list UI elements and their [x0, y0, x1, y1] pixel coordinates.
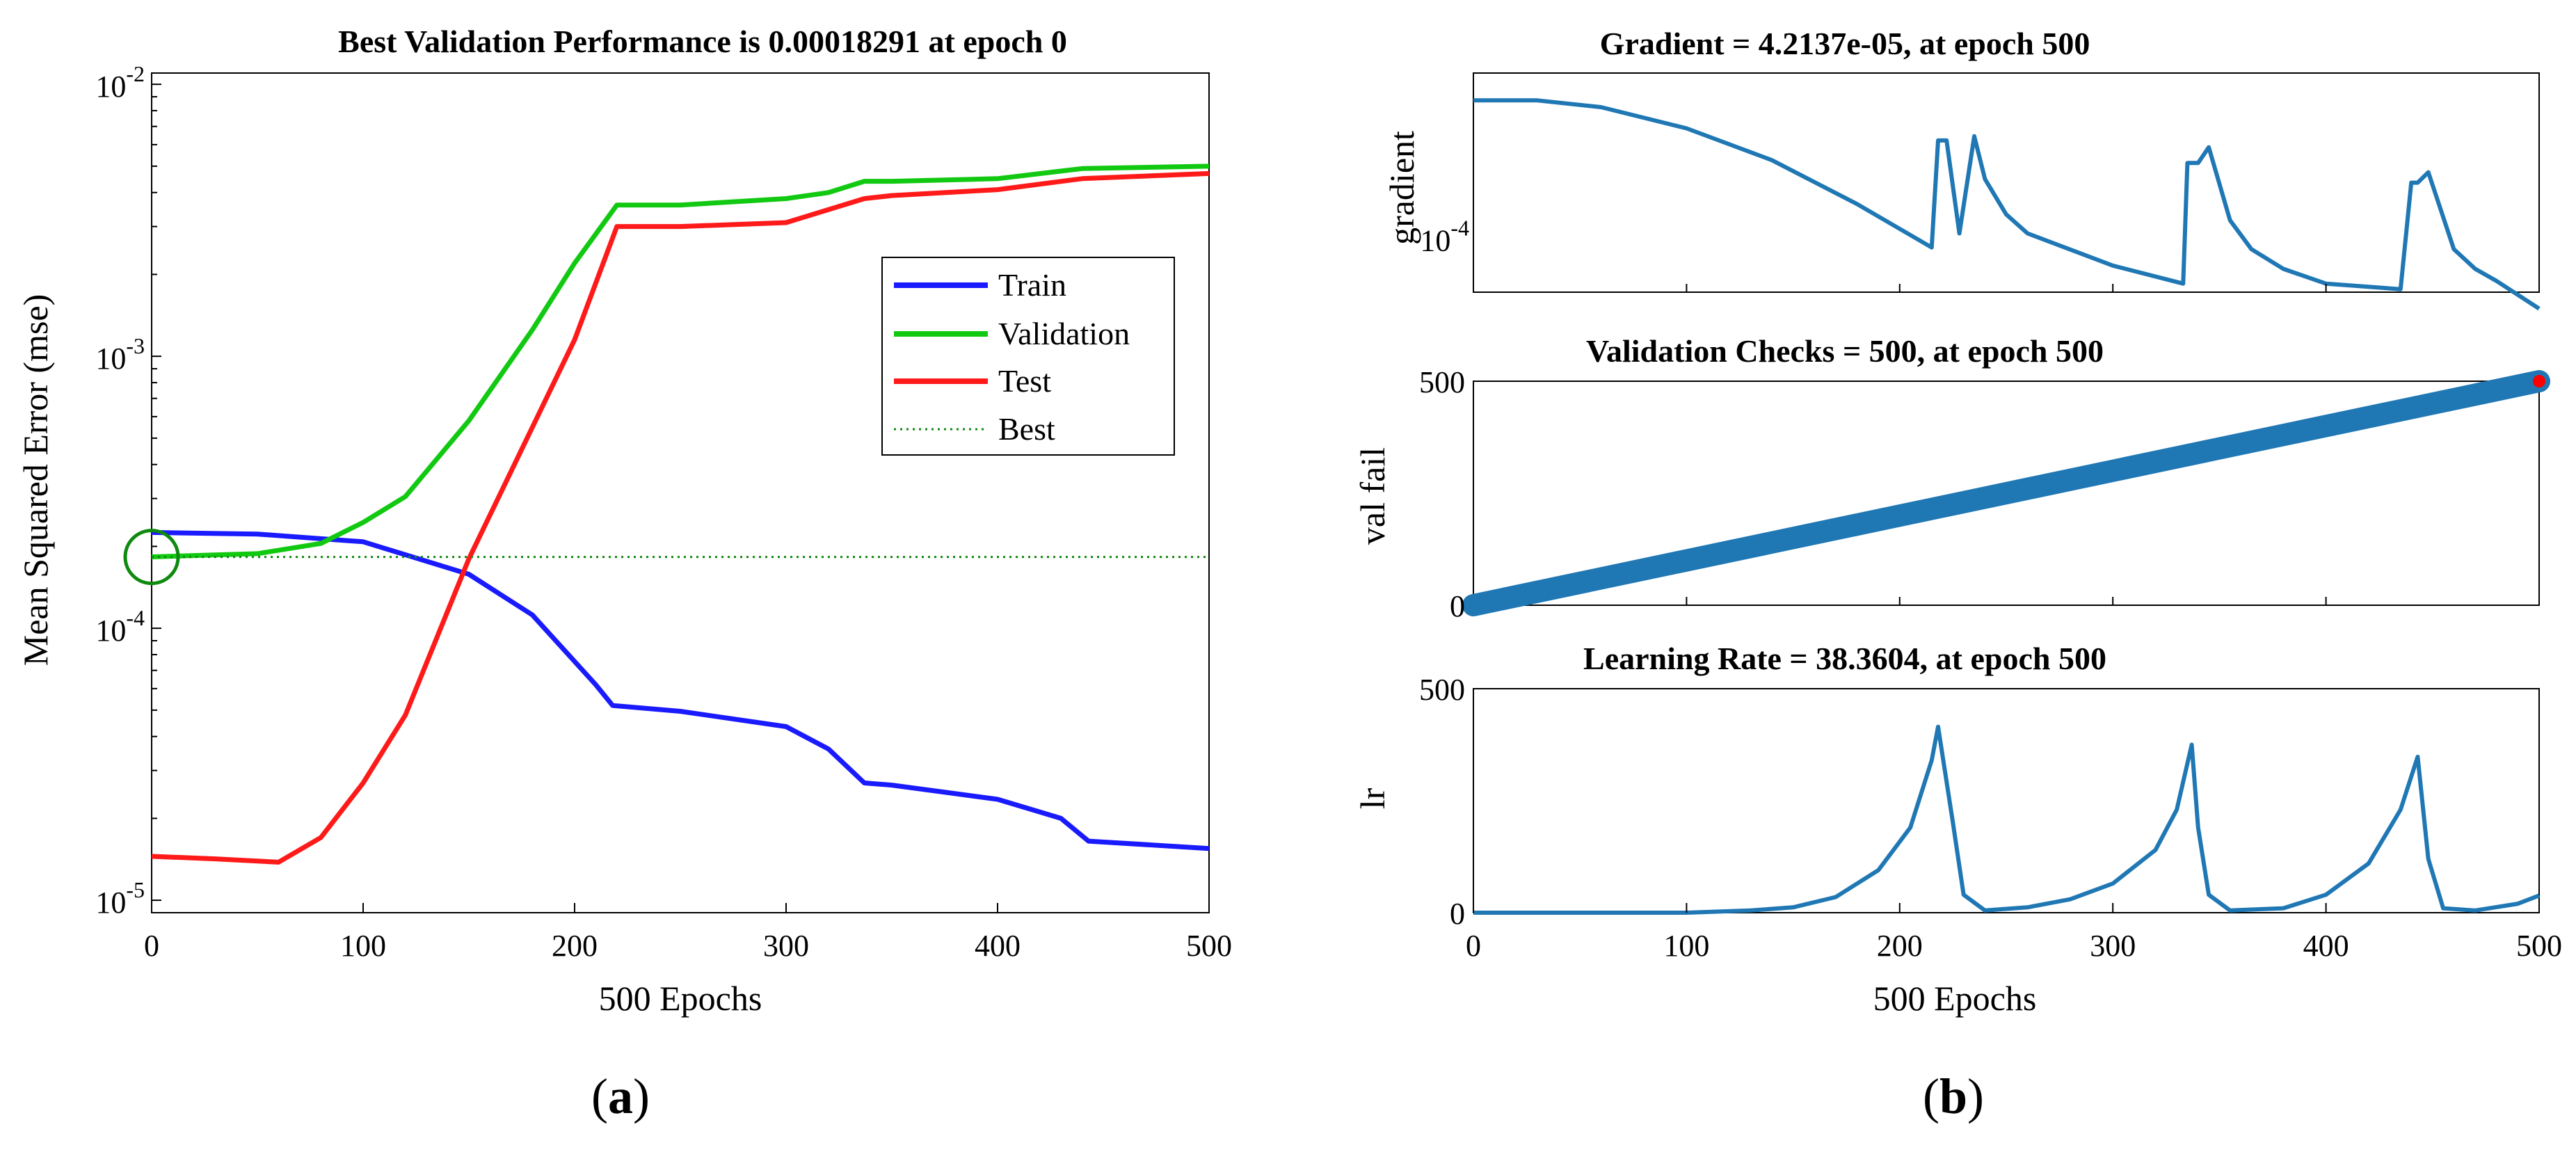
legend-label-validation: Validation: [998, 316, 1130, 351]
subfigure-label-a: (a): [591, 1069, 650, 1124]
y-tick-label-a-exp: -3: [126, 333, 145, 358]
series-line-gradient: [1473, 98, 2541, 311]
y-tick-label-a: 10-2: [95, 61, 145, 104]
y-tick-label-gradient: 10-4: [1420, 215, 1469, 257]
x-tick-label-a: 500: [1186, 929, 1232, 963]
x-tick-label-a: 0: [144, 929, 159, 963]
y-ticks-gradient: 10-4: [1420, 215, 1469, 257]
y-tick-label-a-base: 10: [95, 886, 126, 920]
y-tick-label-gradient-exp: -4: [1450, 215, 1469, 240]
y-tick-label-a: 10-5: [95, 877, 145, 920]
chart-title-gradient: Gradient = 4.2137e-05, at epoch 500: [1600, 26, 2090, 61]
plot-area-learning-rate: [1473, 688, 2541, 915]
x-tick-label-lr: 200: [1877, 929, 1923, 963]
x-tick-label-a: 200: [552, 929, 598, 963]
axes-frame-validation-checks: [1473, 381, 2540, 606]
axes-frame-gradient: [1473, 72, 2540, 293]
y-tick-label-a-base: 10: [95, 70, 126, 104]
x-tick-label-lr: 100: [1663, 929, 1709, 963]
x-tick-label-lr: 500: [2516, 929, 2562, 963]
x-tick-label-a: 300: [763, 929, 809, 963]
y-tick-label-a-exp: -5: [126, 877, 145, 902]
y-tick-label-a: 10-3: [95, 333, 145, 376]
x-tick-label-lr: 300: [2090, 929, 2136, 963]
x-axis-label-b: 500 Epochs: [1873, 979, 2037, 1018]
series-val-fail-markers: [1462, 370, 2550, 616]
chart-title-a: Best Validation Performance is 0.0001829…: [338, 24, 1067, 59]
x-ticks-learning-rate: 0 100 200 300 400 500: [1466, 903, 2562, 963]
y-tick-label-a-exp: -2: [126, 61, 145, 86]
y-tick-label-a: 10-4: [95, 605, 145, 648]
axes-frame-learning-rate: [1473, 688, 2540, 913]
legend-label-test: Test: [998, 363, 1051, 399]
y-tick-label-a-base: 10: [95, 614, 126, 648]
series-line-train: [151, 529, 1210, 851]
x-tick-label-a: 400: [975, 929, 1021, 963]
subfigure-label-b: (b): [1923, 1069, 1984, 1124]
y-ticks-validation-checks: 0 500: [1419, 365, 1465, 623]
y-ticks-a: 10-510-410-310-2: [95, 61, 161, 920]
series-line-validation: [151, 163, 1210, 559]
legend-label-train: Train: [998, 267, 1066, 303]
series-line-lr: [1473, 724, 2541, 915]
plot-area-validation-checks: [1462, 370, 2550, 616]
x-axis-label-a: 500 Epochs: [599, 979, 762, 1018]
y-tick-label-a-exp: -4: [126, 605, 145, 630]
panel-b: Gradient = 4.2137e-05, at epoch 500 10-4…: [1353, 26, 2562, 1018]
best-point-marker: [123, 529, 180, 586]
y-ticks-learning-rate: 0 500: [1419, 673, 1465, 931]
y-tick-label-val-fail: 500: [1419, 365, 1465, 399]
plot-area-gradient: [1473, 72, 2541, 311]
chart-title-learning-rate: Learning Rate = 38.3604, at epoch 500: [1583, 641, 2106, 676]
legend-label-best: Best: [998, 411, 1055, 447]
y-tick-label-lr: 0: [1450, 897, 1465, 931]
x-tick-label-lr: 0: [1466, 929, 1481, 963]
y-tick-label-lr: 500: [1419, 673, 1465, 707]
panel-a: Best Validation Performance is 0.0001829…: [16, 24, 1232, 1018]
final-point-marker: [2533, 375, 2545, 387]
y-axis-label-gradient: gradient: [1382, 131, 1421, 245]
x-tick-label-a: 100: [340, 929, 386, 963]
y-axis-label-a: Mean Squared Error (mse): [16, 294, 55, 666]
y-tick-label-gradient-base: 10: [1420, 223, 1450, 257]
axes-frame-a: [151, 72, 1210, 913]
y-tick-label-a-base: 10: [95, 342, 126, 376]
y-axis-label-lr: lr: [1353, 787, 1392, 809]
y-axis-label-val-fail: val fail: [1353, 447, 1392, 545]
x-ticks-a: 0 100 200 300 400 500: [144, 903, 1232, 963]
x-tick-label-lr: 400: [2303, 929, 2349, 963]
chart-title-validation-checks: Validation Checks = 500, at epoch 500: [1586, 333, 2104, 369]
y-tick-label-val-fail: 0: [1450, 589, 1465, 623]
legend-box: [881, 257, 1175, 456]
plot-area-a: [123, 72, 1210, 913]
legend-a: Train Validation Test Best: [881, 257, 1175, 456]
series-line-test: [151, 170, 1210, 865]
